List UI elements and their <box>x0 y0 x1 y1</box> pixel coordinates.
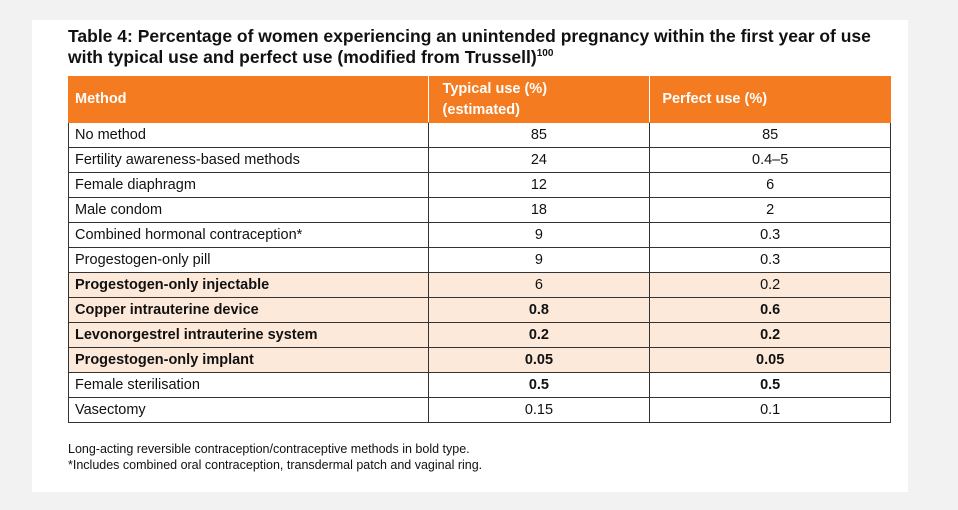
method-cell: Female sterilisation <box>68 372 429 398</box>
method-cell: Fertility awareness-based methods <box>68 147 429 173</box>
table-row: Female sterilisation 0.5 0.5 <box>68 372 891 398</box>
table-row: Progestogen-only pill 9 0.3 <box>68 247 891 273</box>
table-footnotes: Long-acting reversible contraception/con… <box>68 441 482 473</box>
table-row: No method 85 85 <box>68 122 891 148</box>
method-cell: Progestogen-only pill <box>68 247 429 273</box>
perfect-cell: 0.6 <box>649 297 891 323</box>
table-row: Female diaphragm 12 6 <box>68 172 891 198</box>
perfect-cell: 85 <box>649 122 891 148</box>
typical-cell: 0.2 <box>427 322 651 348</box>
typical-cell: 85 <box>427 122 651 148</box>
header-perfect-use: Perfect use (%) <box>649 76 891 123</box>
table-row-larc: Progestogen-only injectable 6 0.2 <box>68 272 891 298</box>
table-row-larc: Levonorgestrel intrauterine system 0.2 0… <box>68 322 891 348</box>
perfect-cell: 0.1 <box>649 397 891 423</box>
header-typical-line2: (estimated) <box>442 101 520 118</box>
perfect-cell: 0.4–5 <box>649 147 891 173</box>
table-row: Fertility awareness-based methods 24 0.4… <box>68 147 891 173</box>
table-row-larc: Progestogen-only implant 0.05 0.05 <box>68 347 891 373</box>
contraception-table: Method Typical use (%) (estimated) Perfec… <box>68 76 891 423</box>
document-card: Table 4: Percentage of women experiencin… <box>32 20 908 492</box>
typical-cell: 24 <box>427 147 651 173</box>
table-row: Male condom 18 2 <box>68 197 891 223</box>
method-cell: Vasectomy <box>68 397 429 423</box>
title-text: Table 4: Percentage of women experiencin… <box>68 26 871 67</box>
typical-cell: 0.05 <box>427 347 651 373</box>
table-row: Combined hormonal contraception* 9 0.3 <box>68 222 891 248</box>
perfect-cell: 0.2 <box>649 322 891 348</box>
title-reference: 100 <box>536 48 554 60</box>
typical-cell: 9 <box>427 247 651 273</box>
footnote-larc: Long-acting reversible contraception/con… <box>68 442 470 456</box>
typical-cell: 9 <box>427 222 651 248</box>
typical-cell: 0.5 <box>427 372 651 398</box>
method-cell: Levonorgestrel intrauterine system <box>68 322 429 348</box>
perfect-cell: 0.3 <box>649 247 891 273</box>
method-cell: Copper intrauterine device <box>68 297 429 323</box>
typical-cell: 0.8 <box>427 297 651 323</box>
method-cell: Progestogen-only implant <box>68 347 429 373</box>
table-row: Vasectomy 0.15 0.1 <box>68 397 891 423</box>
header-row: Method Typical use (%) (estimated) Perfec… <box>68 76 891 123</box>
perfect-cell: 6 <box>649 172 891 198</box>
perfect-cell: 0.2 <box>649 272 891 298</box>
typical-cell: 18 <box>427 197 651 223</box>
method-cell: Combined hormonal contraception* <box>68 222 429 248</box>
typical-cell: 0.15 <box>427 397 651 423</box>
perfect-cell: 2 <box>649 197 891 223</box>
footnote-chc: *Includes combined oral contraception, t… <box>68 458 483 472</box>
header-typical-use: Typical use (%) (estimated) <box>427 76 651 123</box>
typical-cell: 12 <box>427 172 651 198</box>
header-method: Method <box>68 76 429 123</box>
typical-cell: 6 <box>427 272 651 298</box>
perfect-cell: 0.3 <box>649 222 891 248</box>
table-row-larc: Copper intrauterine device 0.8 0.6 <box>68 297 891 323</box>
method-cell: Progestogen-only injectable <box>68 272 429 298</box>
method-cell: Male condom <box>68 197 429 223</box>
perfect-cell: 0.5 <box>649 372 891 398</box>
table-title: Table 4: Percentage of women experiencin… <box>68 26 898 68</box>
perfect-cell: 0.05 <box>649 347 891 373</box>
method-cell: No method <box>68 122 429 148</box>
header-typical-line1: Typical use (%) <box>442 80 548 97</box>
method-cell: Female diaphragm <box>68 172 429 198</box>
